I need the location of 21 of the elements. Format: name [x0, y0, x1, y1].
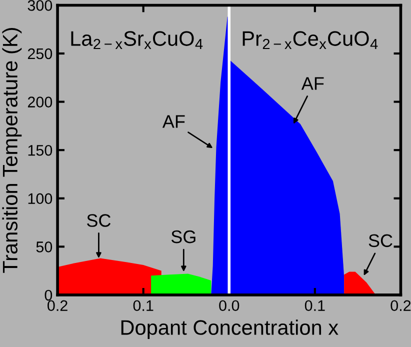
x-axis-title: Dopant Concentration x [121, 320, 338, 340]
y-tick-label: 50 [36, 242, 52, 252]
annotation: SG [171, 230, 196, 244]
annotation: Pr$_{2−x}$Ce$_{x}$CuO$_{4}$ [242, 31, 378, 50]
y-tick-label: 200 [28, 96, 52, 108]
y-tick-label: 300 [28, 0, 52, 11]
annotation: AF [301, 77, 324, 90]
annotation: La$_{2−x}$Sr$_{x}$CuO$_{4}$ [71, 31, 203, 50]
annotation: SC [87, 214, 111, 227]
x-tick-label: 0.2 [48, 300, 68, 312]
y-tick-label: 100 [28, 193, 52, 204]
y-axis-title: Transition Temperature (K) [2, 28, 22, 273]
x-tick-label: 0.0 [219, 300, 240, 312]
y-tick-label: 0 [44, 290, 52, 301]
x-tick-label: 0.1 [133, 300, 154, 312]
x-tick-label: 0.1 [304, 300, 325, 312]
annotation: SC [368, 234, 392, 248]
x-tick-label: 0.2 [390, 300, 411, 312]
y-tick-label: 150 [28, 144, 52, 156]
annotation: AF [162, 115, 185, 128]
y-tick-label: 250 [28, 48, 52, 60]
